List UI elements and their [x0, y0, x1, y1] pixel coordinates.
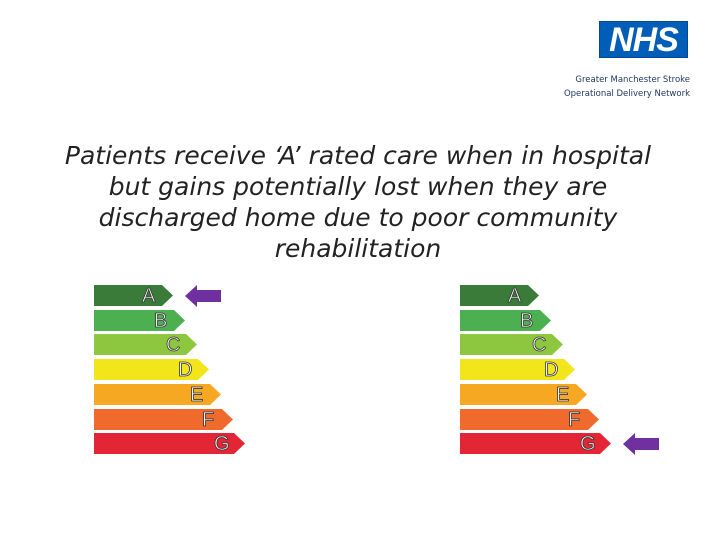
hospital-band-letter: D — [178, 359, 193, 382]
org-name-line1: Greater Manchester Stroke — [575, 75, 690, 85]
hospital-band-letter: A — [142, 285, 156, 308]
headline-line4: rehabilitation — [274, 234, 442, 263]
hospital-band-e — [94, 384, 221, 405]
hospital-rating-arrow-icon — [185, 285, 221, 307]
community-band-letter: C — [532, 334, 547, 357]
community-band-e — [460, 384, 587, 405]
hospital-band-letter: G — [214, 433, 230, 456]
hospital-band-g — [94, 433, 245, 454]
community-band-letter: D — [544, 359, 559, 382]
community-band-c — [460, 334, 563, 355]
hospital-band-f — [94, 409, 233, 430]
community-band-b — [460, 310, 551, 331]
community-band-g — [460, 433, 611, 454]
community-band-letter: F — [568, 409, 581, 432]
community-band-a — [460, 285, 539, 306]
community-band-letter: G — [580, 433, 596, 456]
hospital-band-letter: F — [202, 409, 215, 432]
hospital-band-b — [94, 310, 185, 331]
community-band-letter: B — [520, 310, 534, 333]
hospital-band-letter: C — [166, 334, 181, 357]
community-band-d — [460, 359, 575, 380]
hospital-band-a — [94, 285, 173, 306]
nhs-logo: NHS — [599, 21, 688, 59]
headline-line3: discharged home due to poor community — [98, 203, 618, 232]
community-band-f — [460, 409, 599, 430]
organisation-name: Greater Manchester Stroke Operational De… — [430, 73, 690, 101]
community-band-letter: E — [556, 384, 570, 407]
headline-line1: Patients receive ‘A’ rated care when in … — [64, 141, 652, 170]
headline-line2: but gains potentially lost when they are — [108, 172, 608, 201]
community-rating-arrow-icon — [623, 433, 659, 455]
hospital-band-d — [94, 359, 209, 380]
org-name-line2: Operational Delivery Network — [563, 89, 690, 99]
hospital-band-letter: B — [154, 310, 168, 333]
hospital-band-letter: E — [190, 384, 204, 407]
hospital-band-c — [94, 334, 197, 355]
headline: Patients receive ‘A’ rated care when in … — [40, 140, 676, 264]
community-band-letter: A — [508, 285, 522, 308]
